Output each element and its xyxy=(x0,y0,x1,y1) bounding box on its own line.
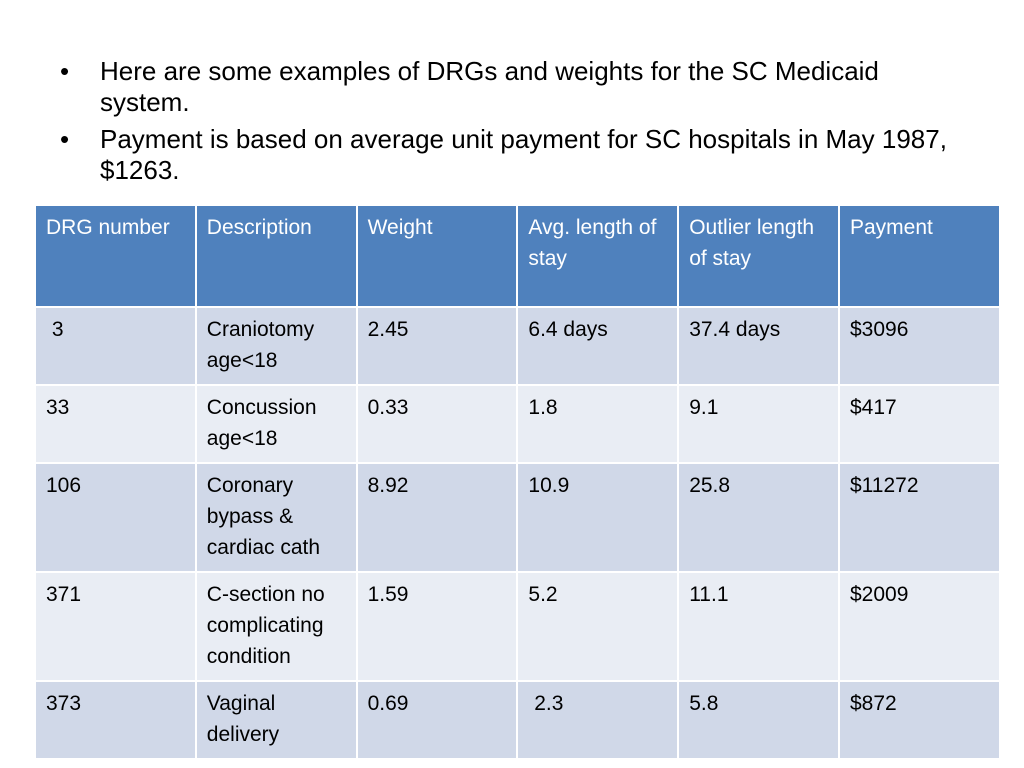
cell-drg-number: 3 xyxy=(34,306,197,386)
cell-payment: $2009 xyxy=(837,571,1001,682)
bullet-text: Payment is based on average unit payment… xyxy=(100,124,947,185)
cell-outlier-length-of-stay: 9.1 xyxy=(677,384,840,464)
cell-description: Vaginal delivery xyxy=(194,680,358,760)
drg-table: DRG number Description Weight Avg. lengt… xyxy=(34,204,1001,760)
cell-description: Coronary bypass & cardiac cath xyxy=(194,462,358,573)
cell-payment: $3096 xyxy=(837,306,1001,386)
cell-weight: 0.69 xyxy=(355,680,519,760)
table-header-row: DRG number Description Weight Avg. lengt… xyxy=(34,204,1001,308)
bullet-item: • Here are some examples of DRGs and wei… xyxy=(60,56,960,118)
table-row: 33 Concussion age<18 0.33 1.8 9.1 $417 xyxy=(34,384,1001,464)
cell-payment: $417 xyxy=(837,384,1001,464)
cell-description: Craniotomy age<18 xyxy=(194,306,358,386)
cell-outlier-length-of-stay: 5.8 xyxy=(677,680,840,760)
cell-drg-number: 373 xyxy=(34,680,197,760)
cell-outlier-length-of-stay: 37.4 days xyxy=(677,306,840,386)
cell-drg-number: 33 xyxy=(34,384,197,464)
cell-description: Concussion age<18 xyxy=(194,384,358,464)
header-weight: Weight xyxy=(355,204,519,308)
table-row: 3 Craniotomy age<18 2.45 6.4 days 37.4 d… xyxy=(34,306,1001,386)
table-row: 106 Coronary bypass & cardiac cath 8.92 … xyxy=(34,462,1001,573)
cell-avg-length-of-stay: 6.4 days xyxy=(516,306,680,386)
bullet-text: Here are some examples of DRGs and weigh… xyxy=(100,56,879,117)
header-description: Description xyxy=(194,204,358,308)
header-avg-length-of-stay: Avg. length of stay xyxy=(516,204,680,308)
cell-payment: $872 xyxy=(837,680,1001,760)
table-row: 373 Vaginal delivery 0.69 2.3 5.8 $872 xyxy=(34,680,1001,760)
cell-avg-length-of-stay: 10.9 xyxy=(516,462,680,573)
cell-avg-length-of-stay: 1.8 xyxy=(516,384,680,464)
cell-avg-length-of-stay: 2.3 xyxy=(516,680,680,760)
cell-weight: 2.45 xyxy=(355,306,519,386)
bullet-list: • Here are some examples of DRGs and wei… xyxy=(60,56,960,192)
table-row: 371 C-section no complicating condition … xyxy=(34,571,1001,682)
cell-weight: 0.33 xyxy=(355,384,519,464)
cell-description: C-section no complicating condition xyxy=(194,571,358,682)
cell-drg-number: 106 xyxy=(34,462,197,573)
bullet-dot-icon: • xyxy=(60,124,70,154)
cell-outlier-length-of-stay: 25.8 xyxy=(677,462,840,573)
header-payment: Payment xyxy=(837,204,1001,308)
header-drg-number: DRG number xyxy=(34,204,197,308)
drg-table-container: DRG number Description Weight Avg. lengt… xyxy=(34,204,1001,760)
cell-weight: 1.59 xyxy=(355,571,519,682)
cell-weight: 8.92 xyxy=(355,462,519,573)
cell-outlier-length-of-stay: 11.1 xyxy=(677,571,840,682)
bullet-item: • Payment is based on average unit payme… xyxy=(60,124,960,186)
header-outlier-length-of-stay: Outlier length of stay xyxy=(677,204,840,308)
cell-drg-number: 371 xyxy=(34,571,197,682)
cell-avg-length-of-stay: 5.2 xyxy=(516,571,680,682)
bullet-dot-icon: • xyxy=(60,56,70,86)
cell-payment: $11272 xyxy=(837,462,1001,573)
